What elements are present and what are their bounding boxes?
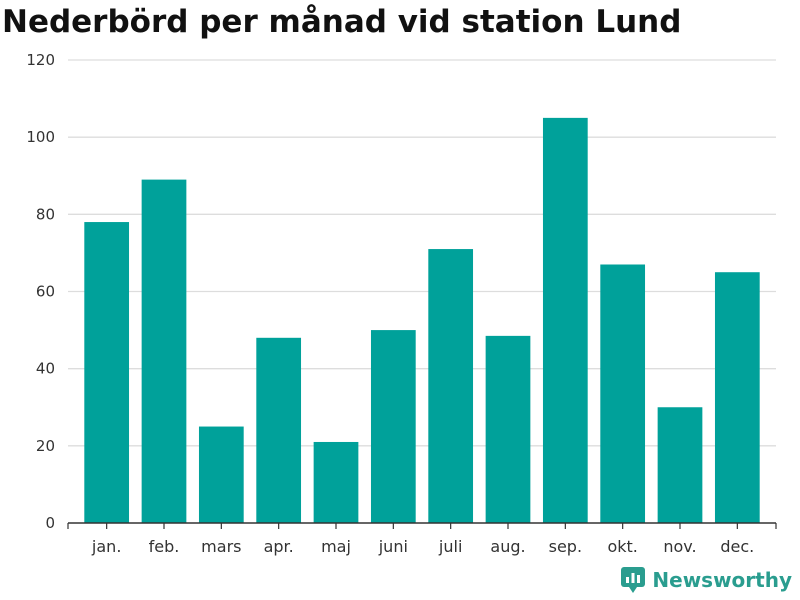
- x-axis-ticks: jan. feb. mars apr. maj juni juli aug. sep. okt. n…: [91, 537, 754, 556]
- y-tick-label: 40: [36, 360, 55, 378]
- x-tick-label: mars: [201, 537, 241, 556]
- y-tick-label: 120: [26, 51, 55, 69]
- y-tick-label: 0: [45, 514, 55, 532]
- y-tick-label: 60: [36, 283, 55, 301]
- x-tick-label: dec.: [720, 537, 754, 556]
- x-tick-label: apr.: [264, 537, 294, 556]
- y-axis-ticks: 0 20 40 60 80 100 120: [26, 51, 55, 532]
- bar: [141, 179, 187, 523]
- bar: [198, 426, 244, 523]
- y-tick-label: 80: [36, 205, 55, 223]
- newsworthy-logo: Newsworthy: [620, 566, 792, 594]
- bar: [84, 222, 130, 524]
- bar: [657, 407, 703, 523]
- x-tick-label: nov.: [663, 537, 696, 556]
- x-tick-label: aug.: [490, 537, 525, 556]
- y-tick-label: 20: [36, 437, 55, 455]
- bar: [714, 272, 760, 523]
- bar: [370, 330, 416, 523]
- x-tick-label: okt.: [607, 537, 637, 556]
- bars: [84, 117, 760, 524]
- chart-title: Nederbörd per månad vid station Lund: [2, 4, 682, 40]
- bar: [542, 117, 588, 523]
- bar: [485, 335, 531, 523]
- newsworthy-logo-text: Newsworthy: [652, 568, 792, 592]
- bar: [256, 337, 302, 523]
- x-tick-label: juni: [378, 537, 408, 556]
- y-tick-label: 100: [26, 128, 55, 146]
- bar: [600, 264, 646, 523]
- x-tick-label: juli: [438, 537, 462, 556]
- x-tick-label: jan.: [91, 537, 121, 556]
- bar: [313, 441, 359, 523]
- newsworthy-logo-icon: [621, 567, 646, 593]
- x-tick-label: sep.: [549, 537, 582, 556]
- x-axis: [67, 522, 777, 529]
- x-tick-label: feb.: [149, 537, 180, 556]
- bar: [428, 249, 474, 523]
- x-tick-label: maj: [321, 537, 351, 556]
